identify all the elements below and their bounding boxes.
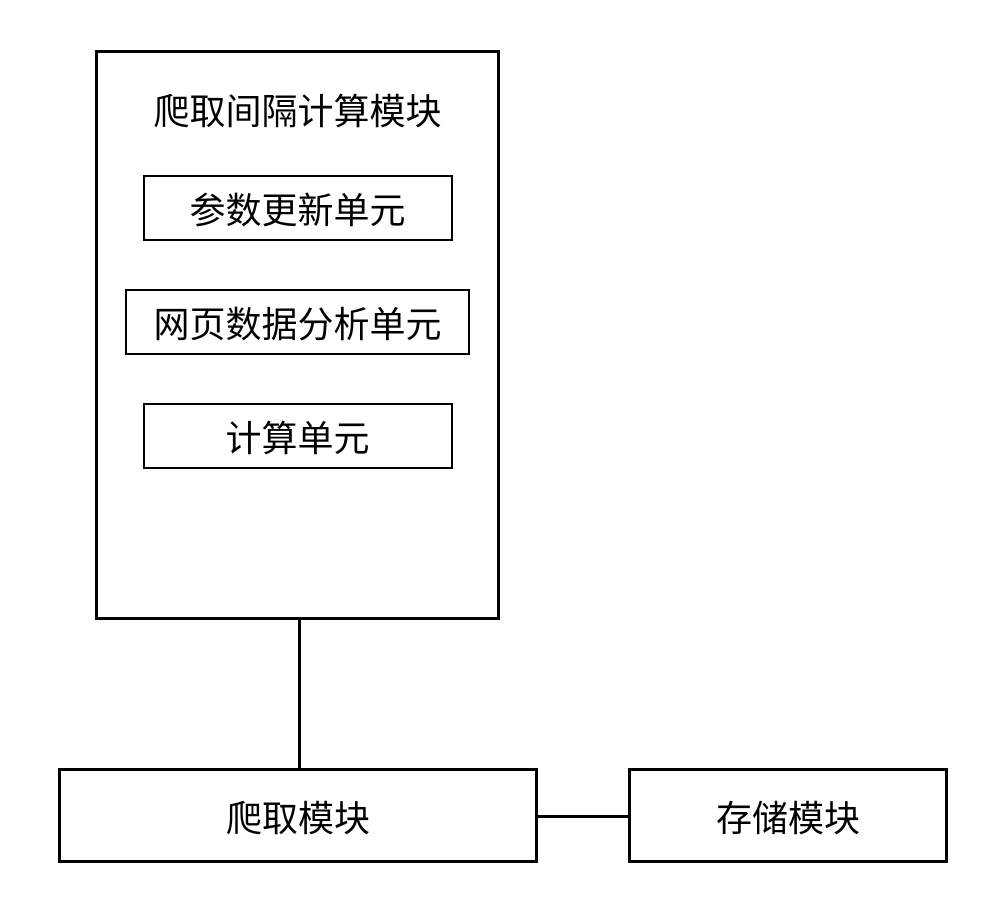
crawl-module: 爬取模块 [58, 768, 538, 863]
webpage-data-analysis-unit: 网页数据分析单元 [125, 289, 470, 355]
storage-module: 存储模块 [628, 768, 948, 863]
sub-unit-label: 网页数据分析单元 [153, 296, 441, 348]
connector-crawl-to-storage [538, 815, 628, 818]
calc-unit: 计算单元 [143, 403, 453, 469]
storage-module-label: 存储模块 [716, 790, 860, 842]
diagram-container: 爬取间隔计算模块 参数更新单元 网页数据分析单元 计算单元 爬取模块 存储模块 [0, 0, 1000, 909]
crawl-module-label: 爬取模块 [226, 790, 370, 842]
sub-unit-label: 参数更新单元 [189, 182, 405, 234]
param-update-unit: 参数更新单元 [143, 175, 453, 241]
main-module-title: 爬取间隔计算模块 [153, 83, 441, 135]
connector-main-to-crawl [298, 620, 301, 768]
crawl-interval-calc-module: 爬取间隔计算模块 参数更新单元 网页数据分析单元 计算单元 [95, 50, 500, 620]
sub-unit-label: 计算单元 [225, 410, 369, 462]
